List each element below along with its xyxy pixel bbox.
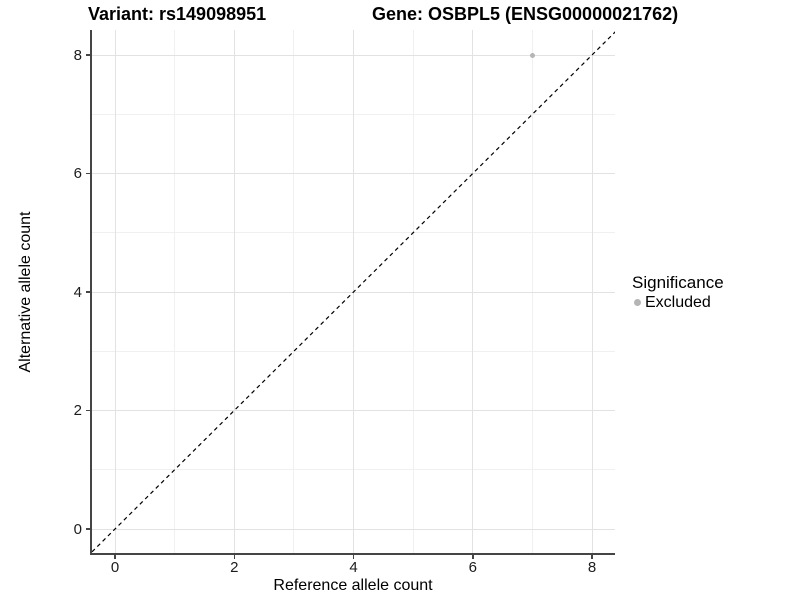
x-axis-line (90, 553, 615, 555)
legend-entry-label: Excluded (645, 294, 711, 311)
x-tick-label: 4 (349, 559, 358, 576)
legend-title: Significance (632, 273, 724, 292)
x-axis-title: Reference allele count (273, 577, 433, 594)
data-point (529, 52, 535, 58)
legend-entry-excluded: Excluded (632, 294, 724, 311)
y-axis-title: Alternative allele count (17, 211, 34, 373)
legend: Significance Excluded (632, 273, 724, 311)
x-tick-label: 6 (468, 559, 477, 576)
x-tick-mark (472, 555, 474, 559)
y-tick-label: 0 (73, 520, 82, 538)
x-tick-mark (591, 555, 593, 559)
y-tick-label: 2 (73, 402, 82, 419)
x-tick-mark (352, 555, 355, 559)
x-tick-label: 8 (587, 559, 597, 576)
y-tick-mark (86, 172, 90, 175)
y-tick-label: 4 (73, 283, 82, 301)
y-tick-mark (86, 409, 90, 412)
gridline-major-horizontal (92, 410, 615, 411)
plot-panel (92, 30, 615, 553)
y-tick-mark (86, 528, 90, 530)
x-tick-label: 0 (110, 559, 120, 576)
x-tick-mark (114, 555, 116, 559)
plot-title-variant: Variant: rs149098951 (88, 4, 267, 24)
legend-point-icon (634, 299, 641, 306)
y-tick-label: 6 (73, 165, 82, 182)
x-tick-label: 2 (230, 559, 239, 576)
identity-dashed-line (92, 31, 615, 553)
x-tick-mark (233, 555, 235, 559)
gridline-major-horizontal (92, 528, 615, 530)
gridline-major-horizontal (92, 54, 615, 56)
plot-title-gene: Gene: OSBPL5 (ENSG00000021762) (372, 4, 679, 24)
gridline-major-horizontal (92, 173, 615, 174)
y-tick-label: 8 (73, 46, 82, 64)
y-axis-line (90, 30, 92, 555)
y-tick-mark (86, 291, 90, 293)
y-tick-mark (86, 54, 90, 56)
